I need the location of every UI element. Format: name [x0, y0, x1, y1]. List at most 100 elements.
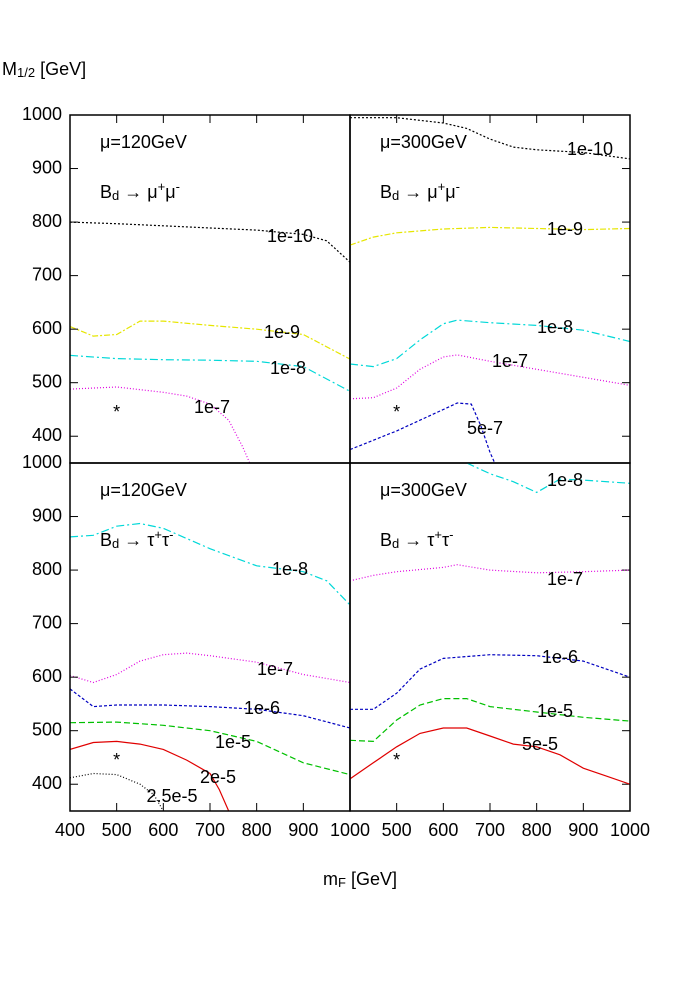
contour-line [70, 721, 350, 776]
panel-title: μ=120GeV [100, 480, 187, 500]
text-part: [GeV] [35, 59, 86, 79]
x-tick-label: 1000 [330, 820, 370, 840]
plot-area [70, 522, 350, 811]
x-tick-label: 500 [102, 820, 132, 840]
text-part: B [380, 182, 392, 202]
contour-line [70, 740, 230, 811]
panel-frame [349, 114, 631, 464]
text-part: - [176, 179, 180, 194]
text-part: μ [445, 182, 455, 202]
text-part: - [169, 527, 173, 542]
y-tick-label: 600 [32, 318, 62, 338]
contour-label: 1e-7 [547, 569, 583, 589]
contour-line [70, 688, 350, 729]
y-tick-label: 800 [32, 211, 62, 231]
marker: * [113, 402, 120, 422]
panel-process: Bd​ → μ+​μ-​ [380, 179, 460, 204]
text-part: τ [162, 530, 169, 550]
panel-process: Bd​ → τ+​τ-​ [100, 527, 173, 552]
text-part: d [112, 188, 119, 203]
contour-label: 2.5e-5 [146, 786, 197, 806]
panel-title: μ=300GeV [380, 480, 467, 500]
y-tick-label: 700 [32, 612, 62, 632]
text-part: → τ [399, 530, 434, 550]
x-axis-title: mF​ [GeV] [323, 869, 397, 891]
text-part: → μ [119, 182, 157, 202]
plot-area [350, 463, 630, 785]
contour-label: 1e-8 [547, 470, 583, 490]
y-tick-label: 500 [32, 719, 62, 739]
contour-line [70, 354, 350, 392]
contour-line [70, 522, 350, 606]
x-tick-label: 900 [288, 820, 318, 840]
text-part: B [100, 530, 112, 550]
contour-label: 1e-8 [270, 358, 306, 378]
x-tick-label: 900 [568, 820, 598, 840]
text-part: 1/2 [17, 65, 35, 80]
plot-area [70, 221, 350, 463]
contour-label: 5e-5 [522, 734, 558, 754]
marker: * [113, 750, 120, 770]
text-part: μ [165, 182, 175, 202]
text-part: - [456, 179, 460, 194]
contour-label: 5e-7 [467, 418, 503, 438]
y-tick-label: 400 [32, 425, 62, 445]
x-tick-label: 400 [55, 820, 85, 840]
contour-line [466, 463, 630, 494]
panel-process: Bd​ → τ+​τ-​ [380, 527, 453, 552]
contour-label: 1e-5 [215, 732, 251, 752]
y-tick-label: 1000 [22, 104, 62, 124]
contour-line [70, 221, 350, 263]
y-tick-label: 800 [32, 559, 62, 579]
text-part: d [392, 188, 399, 203]
y-tick-label: 600 [32, 666, 62, 686]
text-part: + [154, 527, 162, 542]
x-tick-label: 700 [475, 820, 505, 840]
marker: * [393, 750, 400, 770]
contour-line [350, 354, 630, 400]
text-part: m [323, 869, 338, 889]
x-tick-label: 800 [522, 820, 552, 840]
marker: * [393, 402, 400, 422]
x-tick-label: 1000 [610, 820, 650, 840]
y-tick-label: 900 [32, 157, 62, 177]
contour-label: 1e-9 [264, 322, 300, 342]
text-part: B [100, 182, 112, 202]
contour-label: 1e-9 [547, 219, 583, 239]
y-tick-label: 400 [32, 773, 62, 793]
text-part: → μ [399, 182, 437, 202]
text-part: τ [442, 530, 449, 550]
x-tick-label: 600 [148, 820, 178, 840]
contour-label: 1e-8 [272, 559, 308, 579]
contour-line [70, 386, 251, 463]
panel-frame [349, 462, 631, 812]
contour-label: 1e-10 [267, 226, 313, 246]
x-tick-label: 500 [382, 820, 412, 840]
contour-label: 1e-10 [567, 139, 613, 159]
y-tick-label: 1000 [22, 452, 62, 472]
text-part: B [380, 530, 392, 550]
text-part: - [449, 527, 453, 542]
contour-line [350, 654, 630, 710]
plot-area [350, 117, 630, 463]
text-part: [GeV] [346, 869, 397, 889]
contour-label: 1e-5 [537, 701, 573, 721]
x-tick-label: 800 [242, 820, 272, 840]
text-part: → τ [119, 530, 154, 550]
text-part: + [158, 179, 166, 194]
y-tick-label: 900 [32, 505, 62, 525]
contour-line [350, 698, 630, 743]
contour-line [70, 320, 350, 360]
panel-process: Bd​ → μ+​μ-​ [100, 179, 180, 204]
contour-line [350, 727, 630, 785]
contour-label: 1e-7 [257, 659, 293, 679]
y-tick-label: 500 [32, 371, 62, 391]
text-part: + [434, 527, 442, 542]
text-part: d [112, 536, 119, 551]
panel-frame [69, 462, 351, 812]
x-tick-label: 600 [428, 820, 458, 840]
panel-title: μ=120GeV [100, 132, 187, 152]
text-part: M [2, 59, 17, 79]
text-part: F [338, 875, 346, 890]
